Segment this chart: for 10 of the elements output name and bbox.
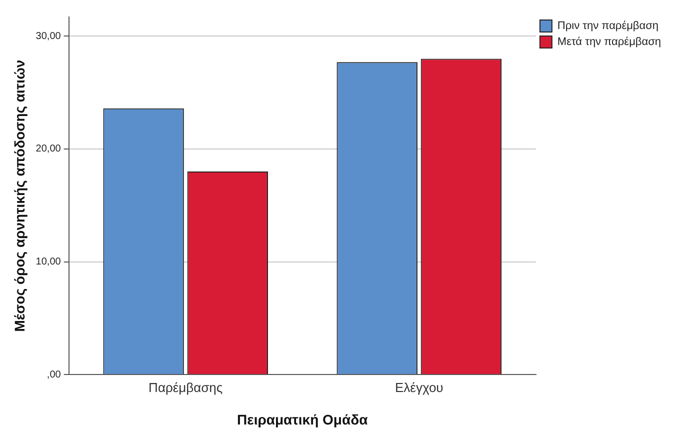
- x-tick-label: Ελέγχου: [395, 380, 444, 395]
- y-tick-label: 10,00: [36, 256, 62, 268]
- legend-label: Πριν την παρέμβαση: [557, 20, 659, 32]
- y-axis-title: Μέσος όρος αρνητικής απόδοσης αιτιών: [11, 60, 28, 332]
- x-axis-title: Πειραματική Ομάδα: [237, 411, 368, 428]
- legend-label: Μετά την παρέμβαση: [557, 36, 661, 48]
- x-tick-label: Παρέμβασης: [148, 380, 223, 395]
- y-tick-label: ,00: [46, 369, 62, 380]
- y-tick-label: 20,00: [36, 144, 62, 155]
- y-tick-label: 30,00: [36, 30, 62, 42]
